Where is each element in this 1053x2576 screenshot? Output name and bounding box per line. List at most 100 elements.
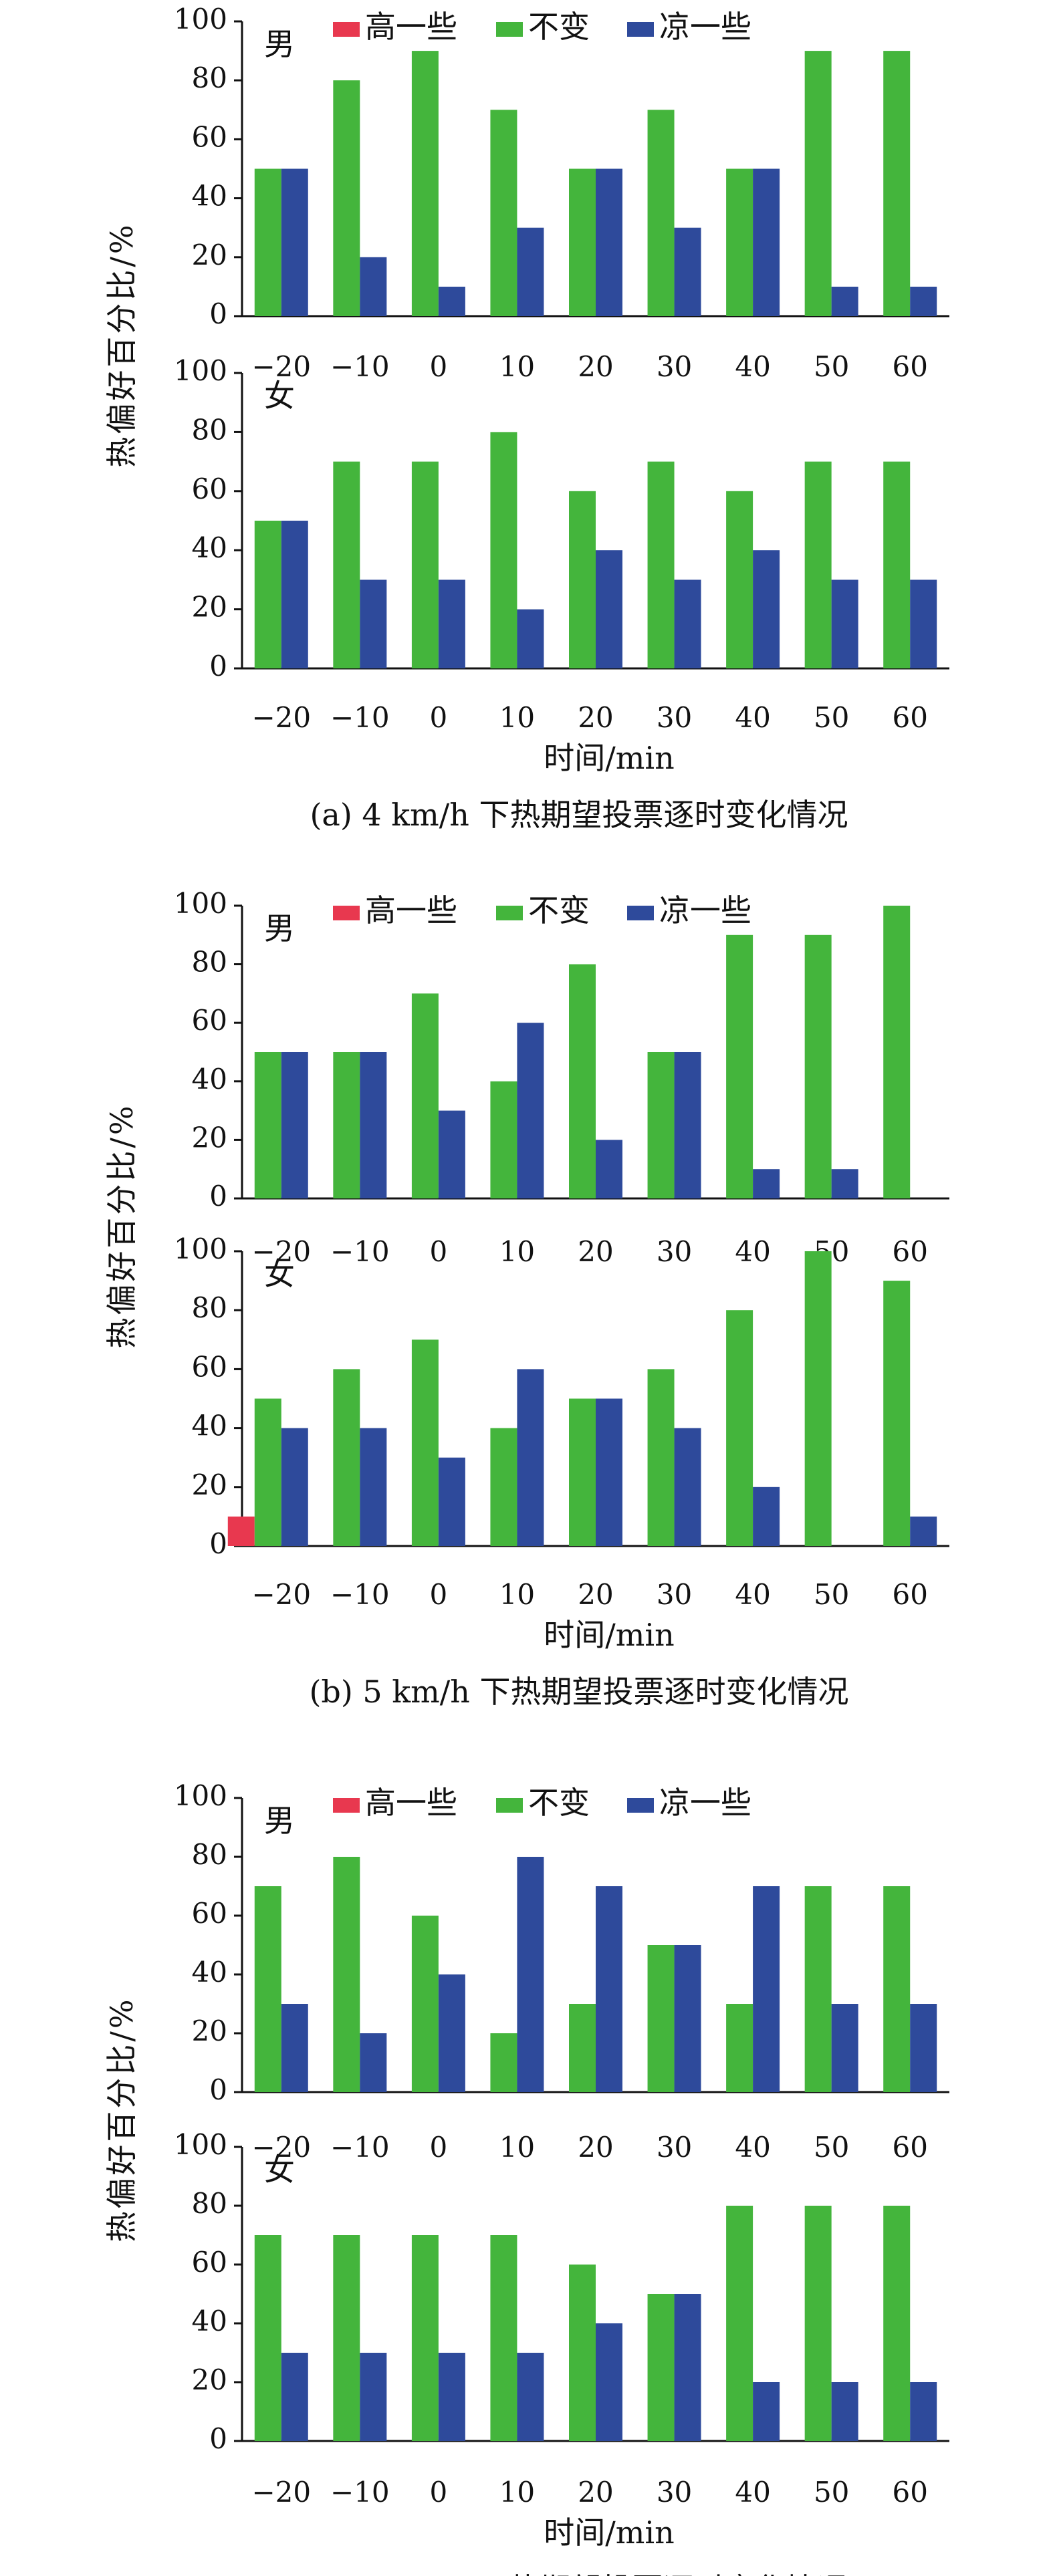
legend-label-0: 高一些 xyxy=(365,9,457,45)
x-axis-label: 时间/min xyxy=(544,740,674,776)
bar-no-change xyxy=(883,2206,911,2441)
x-tick-label: 60 xyxy=(892,701,927,734)
bar-no-change xyxy=(333,1369,360,1546)
bar-no-change xyxy=(569,2004,596,2092)
bar-no-change xyxy=(333,2235,360,2441)
bar-no-change xyxy=(254,1886,281,2092)
bar-cooler xyxy=(596,168,622,316)
bar-no-change xyxy=(647,461,675,668)
x-tick-label: 10 xyxy=(499,1235,535,1268)
x-tick-label: 10 xyxy=(499,2476,535,2508)
y-tick-label: 20 xyxy=(192,2363,227,2396)
legend-label-2: 凉一些 xyxy=(659,1785,751,1821)
bar-no-change xyxy=(726,2004,753,2092)
y-tick-label: 0 xyxy=(209,2422,227,2455)
bar-no-change xyxy=(883,51,911,316)
y-tick-label: 80 xyxy=(192,1291,227,1324)
x-tick-label: 60 xyxy=(892,1578,927,1611)
bar-no-change xyxy=(333,80,360,316)
x-tick-label: 20 xyxy=(578,1235,613,1268)
y-tick-label: 60 xyxy=(192,473,227,505)
x-tick-label: −20 xyxy=(251,350,311,383)
y-tick-label: 60 xyxy=(192,1350,227,1383)
bar-no-change xyxy=(411,2235,439,2441)
bar-no-change xyxy=(333,1857,360,2092)
y-tick-label: 80 xyxy=(192,946,227,979)
bar-cooler xyxy=(360,257,387,316)
x-tick-label: 20 xyxy=(578,2131,613,2164)
panel-label: 女 xyxy=(264,2152,295,2188)
bar-no-change xyxy=(804,461,832,668)
x-tick-label: 10 xyxy=(499,2131,535,2164)
bar-cooler xyxy=(360,1052,387,1198)
y-tick-label: 40 xyxy=(192,1410,227,1442)
x-tick-label: 30 xyxy=(657,350,692,383)
bar-no-change xyxy=(333,1052,360,1198)
y-tick-label: 100 xyxy=(174,2128,227,2161)
x-tick-label: 30 xyxy=(657,1235,692,1268)
x-tick-label: −20 xyxy=(251,2476,311,2508)
y-tick-label: 80 xyxy=(192,1838,227,1871)
y-tick-label: 60 xyxy=(192,2246,227,2279)
legend-swatch-1 xyxy=(496,906,523,920)
panel-label: 男 xyxy=(264,910,295,946)
bar-cooler xyxy=(596,550,622,668)
bar-no-change xyxy=(569,2265,596,2441)
bar-no-change xyxy=(726,168,753,316)
bar-cooler xyxy=(753,550,780,668)
bar-no-change xyxy=(647,110,675,317)
bar-cooler xyxy=(596,1886,622,2092)
bar-cooler xyxy=(438,286,465,316)
x-tick-label: 0 xyxy=(430,1578,448,1611)
figure-caption: (a) 4 km/h 下热期望投票逐时变化情况 xyxy=(310,797,848,833)
bar-no-change xyxy=(569,491,596,668)
bar-no-change xyxy=(726,1310,753,1546)
bar-cooler xyxy=(517,1857,544,2092)
bar-no-change xyxy=(804,1886,832,2092)
bar-no-change xyxy=(490,1428,517,1546)
panel-label: 男 xyxy=(264,26,295,62)
x-tick-label: −10 xyxy=(330,1578,390,1611)
y-tick-label: 80 xyxy=(192,2187,227,2220)
bar-no-change xyxy=(804,1251,832,1546)
x-tick-label: 0 xyxy=(430,1235,448,1268)
legend-swatch-2 xyxy=(627,22,654,37)
bar-no-change xyxy=(333,461,360,668)
y-tick-label: 20 xyxy=(192,591,227,624)
y-tick-label: 40 xyxy=(192,531,227,564)
x-tick-label: 0 xyxy=(430,701,448,734)
x-tick-label: 40 xyxy=(735,2476,770,2508)
y-tick-label: 100 xyxy=(174,887,227,920)
bar-no-change xyxy=(647,1369,675,1546)
bar-cooler xyxy=(281,168,308,316)
bar-cooler xyxy=(517,227,544,316)
y-tick-label: 100 xyxy=(174,1779,227,1812)
x-tick-label: 0 xyxy=(430,2476,448,2508)
panel-male: 0 20 40 60 80 100 男 −20 −10 0 10 20 30 40 50 60 xyxy=(174,1779,949,2164)
x-tick-label: 20 xyxy=(578,1578,613,1611)
bar-no-change xyxy=(804,934,832,1198)
bar-cooler xyxy=(674,1052,701,1198)
x-tick-label: 50 xyxy=(814,2476,849,2508)
legend-label-1: 不变 xyxy=(528,9,590,45)
bar-cooler xyxy=(910,2004,937,2092)
legend-swatch-2 xyxy=(627,906,654,920)
y-tick-label: 40 xyxy=(192,1956,227,1988)
x-tick-label: 30 xyxy=(657,701,692,734)
y-tick-label: 60 xyxy=(192,1897,227,1930)
x-tick-label: 0 xyxy=(430,2131,448,2164)
y-tick-label: 20 xyxy=(192,1121,227,1154)
legend-swatch-0 xyxy=(333,22,360,37)
bar-no-change xyxy=(726,934,753,1198)
bar-no-change xyxy=(254,521,281,668)
x-tick-label: 10 xyxy=(499,1578,535,1611)
y-tick-label: 0 xyxy=(209,2073,227,2106)
bar-cooler xyxy=(753,1886,780,2092)
bar-no-change xyxy=(647,1052,675,1198)
bar-no-change xyxy=(804,51,832,316)
bar-cooler xyxy=(281,1052,308,1198)
y-tick-label: 40 xyxy=(192,1063,227,1096)
